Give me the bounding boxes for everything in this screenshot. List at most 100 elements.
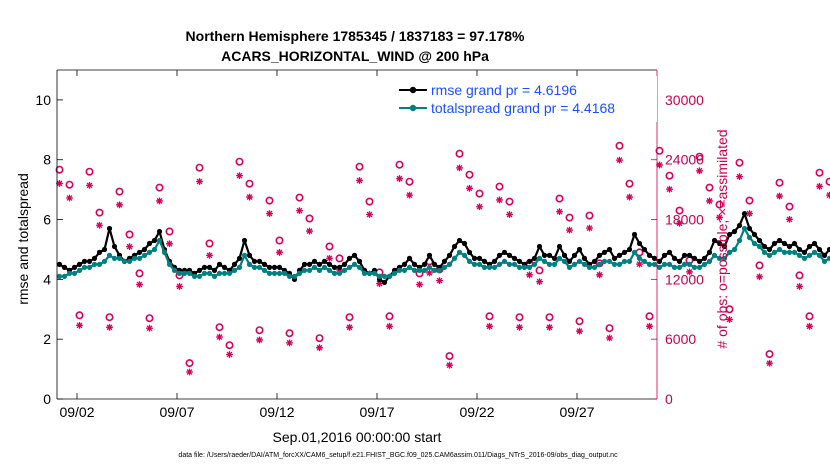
spread-point (731, 246, 738, 253)
rmse-point (246, 252, 253, 258)
obs-possible-point (75, 311, 84, 320)
rmse-point (331, 264, 338, 270)
spread-point (546, 261, 553, 267)
obs-assimilated-point (56, 180, 63, 187)
spread-point (696, 264, 703, 270)
obs-assimilated-point (306, 227, 313, 235)
spread-point (801, 255, 808, 261)
legend-background (393, 76, 657, 122)
spread-point (656, 264, 663, 270)
rmse-point (756, 237, 763, 244)
y-tick-label: 6 (43, 212, 51, 228)
rmse-point (101, 246, 108, 253)
rmse-point (631, 231, 638, 238)
rmse-point (71, 264, 78, 270)
rmse-point (381, 279, 388, 285)
obs-possible-point (495, 182, 504, 191)
obs-assimilated-point (346, 323, 353, 331)
spread-point (536, 255, 543, 261)
spread-point (281, 270, 288, 276)
spread-point (356, 264, 363, 270)
rmse-point (206, 264, 213, 270)
spread-point (676, 264, 683, 270)
rmse-point (401, 261, 408, 267)
rmse-point (656, 258, 663, 264)
spread-point (256, 264, 263, 270)
spread-point (401, 267, 408, 273)
rmse-point (826, 246, 830, 253)
spread-point (786, 249, 793, 255)
spread-point (226, 270, 233, 276)
obs-assimilated-point (666, 185, 673, 193)
rmse-point (146, 240, 153, 247)
rmse-point (106, 225, 113, 232)
obs-possible-point (205, 239, 214, 248)
rmse-point (356, 258, 363, 264)
obs-assimilated-point (616, 156, 623, 164)
rmse-point (491, 258, 498, 264)
spread-point (576, 258, 583, 264)
rmse-point (551, 255, 558, 261)
spread-point (641, 258, 648, 264)
rmse-point (231, 261, 238, 267)
rmse-point (686, 252, 693, 258)
obs-possible-point (155, 183, 164, 192)
rmse-point (236, 255, 243, 261)
spread-point (171, 267, 178, 273)
obs-possible-point (555, 194, 564, 203)
rmse-point (661, 252, 668, 258)
axes: 09/02 09/07 09/12 09/17 09/22 09/27 0 2 4 6 8 10 0 60… (35, 69, 704, 420)
spread-point (506, 261, 513, 267)
spread-point (551, 261, 558, 267)
obs-possible-point (225, 341, 234, 350)
spread-point (476, 261, 483, 267)
obs-assimilated-point (396, 175, 403, 182)
spread-point (666, 261, 673, 267)
rmse-point (91, 255, 98, 261)
spread-point (636, 255, 643, 261)
obs-count-group (55, 141, 830, 376)
rmse-point (411, 261, 418, 267)
spread-point (556, 255, 563, 261)
spread-point (456, 249, 463, 255)
spread-point (156, 237, 163, 244)
rmse-point (541, 252, 548, 258)
rmse-point (141, 246, 148, 253)
rmse-point (786, 243, 793, 250)
obs-possible-point (755, 261, 764, 270)
spread-point (491, 264, 498, 270)
obs-assimilated-point (146, 324, 153, 332)
spread-point (376, 273, 383, 279)
rmse-point (671, 255, 678, 261)
spread-point (451, 255, 458, 261)
rmse-point (76, 261, 83, 267)
obs-possible-point (655, 146, 664, 155)
spread-point (271, 270, 278, 276)
rmse-point (561, 252, 568, 258)
spread-point (686, 261, 693, 267)
spread-point (71, 270, 78, 276)
spread-point (76, 267, 83, 273)
rmse-point (431, 261, 438, 267)
obs-assimilated-point (246, 193, 253, 201)
obs-assimilated-point (776, 192, 783, 200)
obs-possible-point (535, 266, 544, 275)
obs-assimilated-point (176, 283, 183, 290)
obs-assimilated-point (86, 181, 93, 189)
y-tick-label: 0 (43, 391, 51, 407)
obs-possible-point (775, 178, 784, 187)
rmse-point (726, 231, 733, 238)
spread-point (351, 261, 358, 267)
obs-assimilated-point (386, 322, 393, 330)
rmse-point (526, 258, 533, 264)
spread-point (596, 261, 603, 267)
rmse-point (706, 249, 713, 255)
spread-point (486, 264, 493, 270)
rmse-point (251, 258, 258, 264)
rmse-point (346, 255, 353, 261)
obs-assimilated-point (706, 197, 713, 205)
obs-possible-point (645, 312, 654, 321)
rmse-point (741, 211, 748, 217)
obs-assimilated-point (606, 334, 613, 342)
spread-point (776, 246, 783, 253)
